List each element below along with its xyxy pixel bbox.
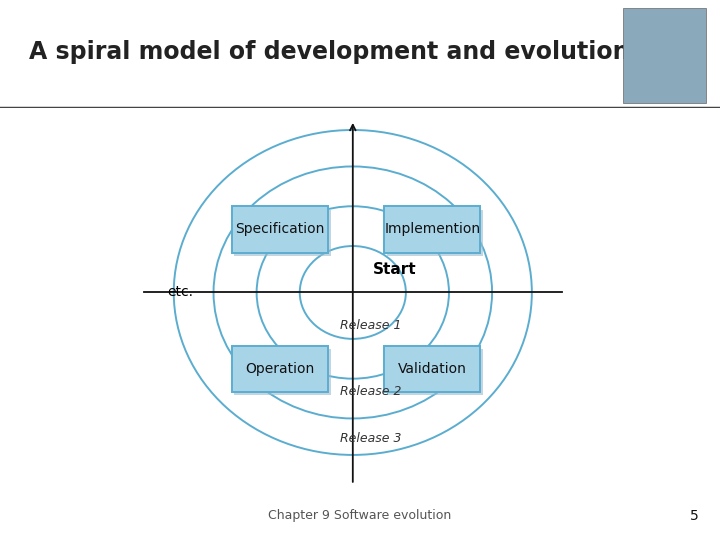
- Text: Implemention: Implemention: [384, 222, 480, 237]
- Text: Specification: Specification: [235, 222, 325, 237]
- Text: Release 2: Release 2: [340, 386, 401, 399]
- FancyBboxPatch shape: [232, 206, 328, 253]
- Text: Chapter 9 Software evolution: Chapter 9 Software evolution: [269, 509, 451, 522]
- Text: A spiral model of development and evolution: A spiral model of development and evolut…: [29, 40, 629, 64]
- FancyBboxPatch shape: [384, 206, 480, 253]
- Text: etc.: etc.: [167, 286, 193, 300]
- FancyBboxPatch shape: [387, 210, 483, 256]
- Text: Release 1: Release 1: [340, 319, 401, 332]
- FancyBboxPatch shape: [384, 346, 480, 392]
- FancyBboxPatch shape: [232, 346, 328, 392]
- FancyBboxPatch shape: [387, 349, 483, 395]
- Text: Start: Start: [373, 262, 416, 276]
- Text: Validation: Validation: [398, 362, 467, 376]
- Text: Operation: Operation: [246, 362, 315, 376]
- FancyBboxPatch shape: [235, 210, 330, 256]
- FancyBboxPatch shape: [623, 8, 706, 103]
- FancyBboxPatch shape: [235, 349, 330, 395]
- Text: Release 3: Release 3: [340, 432, 401, 445]
- Text: 5: 5: [690, 509, 698, 523]
